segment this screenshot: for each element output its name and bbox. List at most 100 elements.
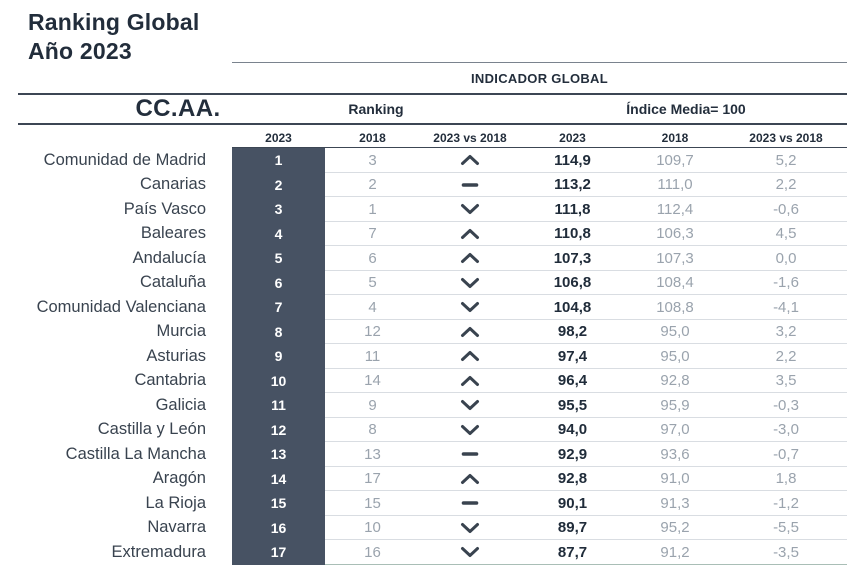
index-2018-cell: 93,6 <box>625 442 725 467</box>
table-row: Comunidad de Madrid 1 3 114,9 109,7 5,2 <box>18 148 847 173</box>
diff-cell: -0,7 <box>725 442 847 467</box>
ranking-table: INDICADOR GLOBAL CC.AA. Ranking Índice M… <box>18 62 847 565</box>
rank-2018-cell: 10 <box>325 516 420 541</box>
index-2018-cell: 92,8 <box>625 369 725 394</box>
trend-cell <box>420 148 520 173</box>
region-name: La Rioja <box>145 493 206 512</box>
trend-cell <box>420 271 520 296</box>
header-divider <box>232 147 847 148</box>
index-2023-cell: 89,7 <box>520 516 625 541</box>
index-2023-cell: 114,9 <box>520 148 625 173</box>
diff-cell: -0,6 <box>725 197 847 222</box>
table-column-headers: 2023 2018 2023 vs 2018 2023 2018 2023 vs… <box>18 125 847 148</box>
chevron-up-icon <box>459 349 481 363</box>
index-2018-cell: 111,0 <box>625 173 725 198</box>
indice-media-header: Índice Media= 100 <box>626 101 746 117</box>
diff-cell: -4,1 <box>725 295 847 320</box>
rank-2023-cell: 8 <box>232 319 325 344</box>
region-name: Castilla y León <box>97 420 206 439</box>
chevron-up-icon <box>459 325 481 339</box>
diff-cell: 4,5 <box>725 222 847 247</box>
index-2023-cell: 107,3 <box>520 246 625 271</box>
index-2023-cell: 96,4 <box>520 369 625 394</box>
table-row: Murcia 8 12 98,2 95,0 3,2 <box>18 319 847 345</box>
rank-2018-cell: 13 <box>325 442 420 467</box>
rank-2018-cell: 2 <box>325 173 420 198</box>
index-2018-cell: 95,9 <box>625 393 725 418</box>
chevron-up-icon <box>459 472 481 486</box>
rank-2018-cell: 7 <box>325 222 420 247</box>
diff-cell: 5,2 <box>725 148 847 173</box>
index-2023-cell: 92,8 <box>520 467 625 492</box>
trend-cell <box>420 418 520 443</box>
rank-2018-cell: 14 <box>325 369 420 394</box>
trend-cell <box>420 442 520 467</box>
index-2023-cell: 95,5 <box>520 393 625 418</box>
rank-2023-cell: 10 <box>232 368 325 393</box>
rank-2018-cell: 16 <box>325 540 420 565</box>
chevron-down-icon <box>459 202 481 216</box>
table-row: Comunidad Valenciana 7 4 104,8 108,8 -4,… <box>18 295 847 320</box>
table-row: Castilla La Mancha 13 13 92,9 93,6 -0,7 <box>18 442 847 467</box>
trend-cell <box>420 491 520 516</box>
indicador-global-header: INDICADOR GLOBAL <box>232 62 847 93</box>
rank-2018-cell: 9 <box>325 393 420 418</box>
region-name: Asturias <box>146 346 206 365</box>
region-name: Murcia <box>156 322 206 341</box>
table-row: Navarra 16 10 89,7 95,2 -5,5 <box>18 515 847 541</box>
region-name: Navarra <box>147 518 206 537</box>
rank-2018-cell: 17 <box>325 467 420 492</box>
page-title: Ranking Global Año 2023 <box>28 8 199 66</box>
dash-icon <box>459 496 481 510</box>
rank-2023-cell: 1 <box>232 148 325 173</box>
region-name: Andalucía <box>132 248 206 267</box>
index-2023-cell: 110,8 <box>520 222 625 247</box>
table-row: Canarias 2 2 113,2 111,0 2,2 <box>18 172 847 198</box>
rank-2023-cell: 16 <box>232 515 325 540</box>
table-row: Asturias 9 11 97,4 95,0 2,2 <box>18 344 847 369</box>
rank-2023-cell: 4 <box>232 221 325 246</box>
index-2023-cell: 104,8 <box>520 295 625 320</box>
rank-2023-cell: 12 <box>232 417 325 442</box>
index-2023-cell: 92,9 <box>520 442 625 467</box>
title-line-1: Ranking Global <box>28 9 200 35</box>
region-name: Comunidad Valenciana <box>36 297 206 316</box>
index-2018-cell: 95,2 <box>625 516 725 541</box>
chevron-down-icon <box>459 300 481 314</box>
index-2023-cell: 111,8 <box>520 197 625 222</box>
trend-cell <box>420 540 520 565</box>
trend-cell <box>420 393 520 418</box>
rank-2018-cell: 1 <box>325 197 420 222</box>
rank-2023-cell: 15 <box>232 491 325 516</box>
region-name: Castilla La Mancha <box>65 444 206 463</box>
index-2023-cell: 90,1 <box>520 491 625 516</box>
table-body: Comunidad de Madrid 1 3 114,9 109,7 5,2 … <box>18 148 847 565</box>
diff-cell: -0,3 <box>725 393 847 418</box>
table-section-header: CC.AA. Ranking Índice Media= 100 <box>18 93 847 125</box>
index-2023-cell: 98,2 <box>520 320 625 345</box>
index-2018-cell: 97,0 <box>625 418 725 443</box>
region-name: Extremadura <box>111 542 206 561</box>
trend-cell <box>420 246 520 271</box>
region-name: Aragón <box>152 469 206 488</box>
index-2023-cell: 94,0 <box>520 418 625 443</box>
chevron-down-icon <box>459 276 481 290</box>
chevron-up-icon <box>459 153 481 167</box>
diff-cell: -3,5 <box>725 540 847 565</box>
index-2023-cell: 87,7 <box>520 540 625 565</box>
trend-cell <box>420 369 520 394</box>
table-row: Castilla y León 12 8 94,0 97,0 -3,0 <box>18 417 847 443</box>
col-header-index-2023: 2023 <box>559 130 586 145</box>
table-row: Aragón 14 17 92,8 91,0 1,8 <box>18 466 847 492</box>
rank-2023-cell: 7 <box>232 295 325 320</box>
rank-2018-cell: 4 <box>325 295 420 320</box>
table-row: Galicia 11 9 95,5 95,9 -0,3 <box>18 393 847 418</box>
region-name: Cantabria <box>134 371 206 390</box>
col-header-rank-compare: 2023 vs 2018 <box>433 130 507 145</box>
table-row: La Rioja 15 15 90,1 91,3 -1,2 <box>18 491 847 516</box>
rank-2023-cell: 17 <box>232 540 325 565</box>
spacer-cell <box>18 125 232 148</box>
chevron-down-icon <box>459 423 481 437</box>
diff-cell: 1,8 <box>725 467 847 492</box>
index-2018-cell: 108,8 <box>625 295 725 320</box>
